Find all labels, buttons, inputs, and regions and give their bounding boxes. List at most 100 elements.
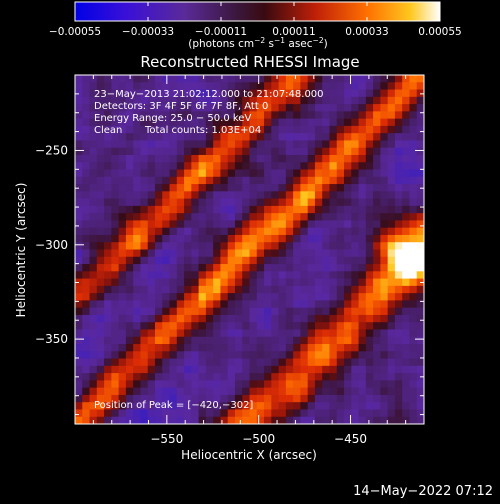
heatmap-cell xyxy=(176,198,185,207)
heatmap-cell xyxy=(300,234,309,243)
heatmap-cell xyxy=(154,242,163,250)
heatmap-cell xyxy=(380,198,389,207)
heatmap-cell xyxy=(96,176,105,185)
heatmap-cell xyxy=(402,380,410,389)
heatmap-cell xyxy=(380,162,389,170)
heatmap-cell xyxy=(249,118,258,127)
heatmap-cell xyxy=(205,285,214,294)
heatmap-cell xyxy=(184,278,192,287)
heatmap-cell xyxy=(380,256,389,265)
heatmap-cell xyxy=(329,140,338,149)
heatmap-cell xyxy=(118,416,127,424)
heatmap-cell xyxy=(387,111,396,120)
heatmap-cell xyxy=(140,96,149,105)
heatmap-cell xyxy=(314,380,323,389)
heatmap-cell xyxy=(125,227,134,236)
heatmap-cell xyxy=(329,125,338,134)
heatmap-cell xyxy=(271,125,279,134)
heatmap-cell xyxy=(227,184,236,192)
heatmap-cell xyxy=(184,162,192,170)
heatmap-cell xyxy=(213,169,221,178)
heatmap-cell xyxy=(140,409,149,418)
heatmap-cell xyxy=(213,344,221,352)
heatmap-cell xyxy=(242,365,250,374)
heatmap-cell xyxy=(293,380,301,389)
heatmap-cell xyxy=(140,234,149,243)
heatmap-cell xyxy=(111,387,120,396)
heatmap-cell xyxy=(409,220,418,229)
heatmap-cell xyxy=(278,140,287,149)
heatmap-cell xyxy=(140,373,149,381)
heatmap-cell xyxy=(147,344,156,352)
heatmap-cell xyxy=(96,409,105,418)
heatmap-cell xyxy=(198,380,207,389)
heatmap-cell xyxy=(75,140,83,149)
heatmap-cell xyxy=(242,227,250,236)
heatmap-cell xyxy=(118,184,127,192)
heatmap-cell xyxy=(336,234,345,243)
heatmap-cell xyxy=(380,96,389,105)
heatmap-cell xyxy=(213,162,221,170)
heatmap-cell xyxy=(125,213,134,221)
heatmap-cell xyxy=(344,365,352,374)
heatmap-cell xyxy=(125,82,134,90)
heatmap-cell xyxy=(89,409,98,418)
heatmap-cell xyxy=(125,351,134,359)
heatmap-cell xyxy=(162,140,170,149)
heatmap-cell xyxy=(256,227,265,236)
heatmap-cell xyxy=(344,75,352,83)
heatmap-cell xyxy=(125,285,134,294)
heatmap-cell xyxy=(213,278,221,287)
heatmap-cell xyxy=(373,205,381,214)
heatmap-cell xyxy=(227,322,236,330)
heatmap-cell xyxy=(271,373,279,381)
heatmap-cell xyxy=(169,278,178,287)
heatmap-cell xyxy=(96,285,105,294)
heatmap-cell xyxy=(133,220,141,229)
heatmap-cell xyxy=(256,402,265,410)
heatmap-cell xyxy=(96,402,105,410)
heatmap-cell xyxy=(351,278,359,287)
heatmap-cell xyxy=(184,169,192,178)
heatmap-cell xyxy=(176,358,185,367)
heatmap-cell xyxy=(322,162,330,170)
heatmap-cell xyxy=(118,351,127,359)
heatmap-cell xyxy=(205,416,214,424)
heatmap-cell xyxy=(394,387,403,396)
heatmap-cell xyxy=(242,89,250,98)
heatmap-cell xyxy=(256,234,265,243)
heatmap-cell xyxy=(387,118,396,127)
heatmap-cell xyxy=(409,358,418,367)
heatmap-cell xyxy=(300,293,309,301)
heatmap-cell xyxy=(118,285,127,294)
heatmap-cell xyxy=(220,220,229,229)
heatmap-cell xyxy=(111,147,120,156)
heatmap-cell xyxy=(358,365,367,374)
heatmap-cell xyxy=(111,256,120,265)
heatmap-cell xyxy=(82,133,90,141)
heatmap-cell xyxy=(147,278,156,287)
heatmap-cell xyxy=(169,104,178,112)
heatmap-cell xyxy=(133,416,141,424)
heatmap-cell xyxy=(140,75,149,83)
heatmap-cell xyxy=(213,409,221,418)
heatmap-cell xyxy=(278,133,287,141)
heatmap-cell xyxy=(213,256,221,265)
heatmap-cell xyxy=(278,271,287,279)
heatmap-cell xyxy=(82,271,90,279)
heatmap-cell xyxy=(198,104,207,112)
heatmap-cell xyxy=(184,198,192,207)
heatmap-cell xyxy=(198,96,207,105)
heatmap-cell xyxy=(394,162,403,170)
heatmap-cell xyxy=(336,75,345,83)
heatmap-cell xyxy=(344,227,352,236)
heatmap-cell xyxy=(365,271,374,279)
heatmap-cell xyxy=(329,264,338,272)
heatmap-cell xyxy=(293,242,301,250)
heatmap-cell xyxy=(344,111,352,120)
heatmap-cell xyxy=(293,205,301,214)
heatmap-cell xyxy=(409,162,418,170)
heatmap-cell xyxy=(242,242,250,250)
heatmap-cell xyxy=(154,133,163,141)
heatmap-cell xyxy=(205,184,214,192)
